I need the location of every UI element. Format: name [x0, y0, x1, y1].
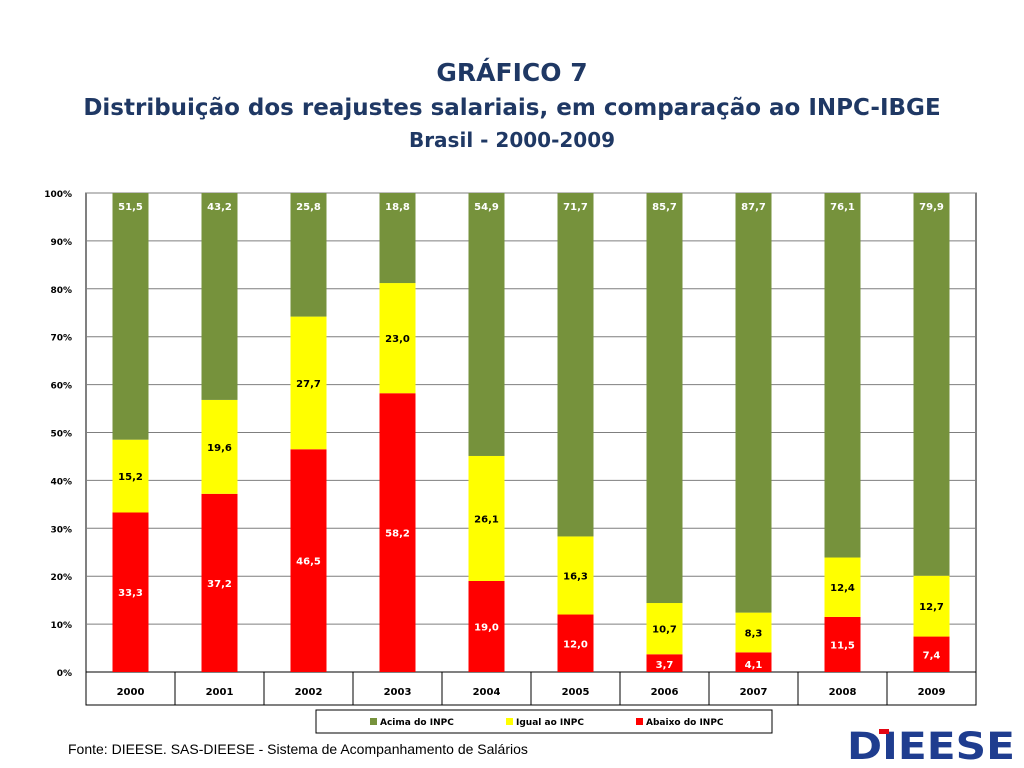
bar-segment — [913, 575, 950, 637]
data-label: 10,7 — [652, 625, 677, 636]
data-label: 8,3 — [745, 628, 763, 639]
bar-segment — [913, 636, 950, 672]
bar-segment — [557, 193, 594, 537]
data-label: 12,0 — [563, 639, 588, 650]
data-label: 43,2 — [207, 202, 232, 213]
bar-segment — [379, 193, 416, 284]
legend-swatch — [506, 718, 513, 725]
bar-segment — [290, 193, 327, 317]
data-label: 71,7 — [563, 202, 588, 213]
x-tick-label: 2007 — [740, 687, 768, 698]
data-label: 16,3 — [563, 571, 588, 582]
bar-segment — [646, 603, 683, 655]
dieese-logo: DIEESE — [847, 728, 1015, 762]
legend-label: Acima do INPC — [380, 718, 454, 728]
y-tick-label: 20% — [50, 573, 72, 583]
data-label: 26,1 — [474, 514, 499, 525]
data-label: 12,7 — [919, 602, 944, 613]
data-label: 85,7 — [652, 202, 677, 213]
legend-label: Igual ao INPC — [516, 718, 584, 728]
data-label: 79,9 — [919, 202, 944, 213]
x-tick-label: 2005 — [562, 687, 590, 698]
y-tick-label: 60% — [50, 382, 72, 392]
x-tick-label: 2003 — [384, 687, 412, 698]
data-label: 58,2 — [385, 529, 410, 540]
legend-label: Abaixo do INPC — [646, 718, 724, 728]
y-tick-label: 70% — [50, 334, 72, 344]
legend-swatch — [370, 718, 377, 725]
data-label: 15,2 — [118, 472, 143, 483]
bar-segment — [290, 449, 327, 672]
bar-segment — [379, 393, 416, 672]
data-label: 27,7 — [296, 379, 321, 390]
bar-segment — [557, 614, 594, 672]
bar-segment — [379, 283, 416, 394]
x-tick-label: 2001 — [206, 687, 234, 698]
legend-box — [315, 709, 773, 734]
bar-segment — [735, 612, 772, 653]
data-label: 76,1 — [830, 202, 855, 213]
data-label: 19,0 — [474, 622, 499, 633]
legend-swatch — [636, 718, 643, 725]
y-tick-label: 90% — [50, 238, 72, 248]
data-label: 37,2 — [207, 579, 232, 590]
bar-segment — [112, 512, 149, 672]
data-label: 11,5 — [830, 640, 855, 651]
bar-segment — [824, 193, 861, 558]
data-label: 3,7 — [656, 660, 674, 671]
data-label: 46,5 — [296, 557, 321, 568]
data-label: 54,9 — [474, 202, 499, 213]
y-tick-label: 0% — [57, 669, 72, 679]
x-tick-label: 2008 — [829, 687, 857, 698]
chart-title-block: GRÁFICO 7 Distribuição dos reajustes sal… — [0, 55, 1024, 155]
bar-segment — [557, 536, 594, 615]
data-label: 51,5 — [118, 202, 143, 213]
data-label: 19,6 — [207, 443, 232, 454]
data-label: 12,4 — [830, 583, 855, 594]
data-label: 23,0 — [385, 334, 410, 345]
x-tick-label: 2009 — [918, 687, 946, 698]
data-label: 7,4 — [923, 650, 941, 661]
y-tick-label: 80% — [50, 286, 72, 296]
bar-segment — [201, 193, 238, 400]
data-label: 18,8 — [385, 202, 410, 213]
bar-segment — [913, 193, 950, 576]
dieese-logo-accent — [879, 729, 889, 734]
bar-segment — [735, 652, 772, 672]
y-tick-label: 40% — [50, 477, 72, 487]
bar-segment — [112, 193, 149, 440]
bar-segment — [201, 399, 238, 494]
bar-segment — [468, 455, 505, 581]
bar-segment — [468, 193, 505, 456]
chart-title: GRÁFICO 7 — [436, 58, 588, 87]
bar-segment — [468, 580, 505, 672]
y-tick-label: 50% — [50, 430, 72, 440]
bar-segment — [735, 193, 772, 613]
bar-segment — [290, 316, 327, 450]
y-tick-label: 10% — [50, 621, 72, 631]
bar-segment — [646, 193, 683, 604]
bar-segment — [201, 493, 238, 672]
bar-segment — [824, 616, 861, 672]
data-label: 4,1 — [745, 660, 763, 671]
bar-segment — [646, 654, 683, 672]
x-tick-label: 2006 — [651, 687, 679, 698]
x-tick-label: 2000 — [117, 687, 145, 698]
bar-segment — [112, 439, 149, 513]
source-note: Fonte: DIEESE. SAS-DIEESE - Sistema de A… — [68, 741, 528, 757]
data-label: 25,8 — [296, 202, 321, 213]
x-tick-label: 2002 — [295, 687, 323, 698]
bar-segment — [824, 557, 861, 617]
chart-subtitle: Distribuição dos reajustes salariais, em… — [83, 95, 941, 121]
chart-region: Brasil - 2000-2009 — [408, 128, 616, 152]
dieese-logo-text: DIEESE — [847, 728, 1015, 762]
x-tick-label: 2004 — [473, 687, 501, 698]
data-label: 87,7 — [741, 202, 766, 213]
data-label: 33,3 — [118, 588, 143, 599]
y-tick-label: 100% — [44, 190, 72, 200]
y-tick-label: 30% — [50, 525, 72, 535]
